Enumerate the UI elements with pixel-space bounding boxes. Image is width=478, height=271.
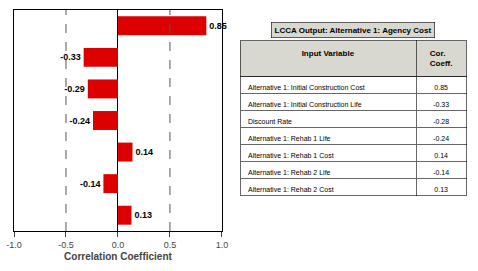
svg-text:-0.33: -0.33 <box>433 101 449 108</box>
svg-text:Alternative 1: Rehab 2 Life: Alternative 1: Rehab 2 Life <box>248 169 331 176</box>
svg-text:0.14: 0.14 <box>434 152 448 159</box>
svg-text:Cor.Coeff.: Cor.Coeff. <box>430 49 453 68</box>
svg-text:-0.28: -0.28 <box>433 118 449 125</box>
svg-text:-0.33: -0.33 <box>60 52 81 62</box>
svg-text:0.5: 0.5 <box>164 240 177 250</box>
svg-text:0.85: 0.85 <box>434 84 448 91</box>
svg-text:0.13: 0.13 <box>434 186 448 193</box>
svg-text:LCCA Output: Alternative 1: Ag: LCCA Output: Alternative 1: Agency Cost <box>275 26 432 35</box>
svg-text:Alternative 1: Initial Constru: Alternative 1: Initial Construction Life <box>248 101 362 108</box>
svg-text:0.85: 0.85 <box>209 21 227 31</box>
svg-text:1.0: 1.0 <box>216 240 229 250</box>
svg-text:0.14: 0.14 <box>136 147 154 157</box>
svg-text:Correlation Coefficient: Correlation Coefficient <box>64 251 172 262</box>
svg-text:-0.24: -0.24 <box>433 135 449 142</box>
svg-text:0.0: 0.0 <box>112 240 125 250</box>
svg-text:Alternative 1: Rehab 1 Cost: Alternative 1: Rehab 1 Cost <box>248 152 334 159</box>
svg-text:-0.5: -0.5 <box>58 240 74 250</box>
svg-text:Input Variable: Input Variable <box>302 49 355 58</box>
svg-text:-0.14: -0.14 <box>433 169 449 176</box>
svg-text:-0.14: -0.14 <box>80 179 101 189</box>
svg-text:Alternative 1: Rehab 2 Cost: Alternative 1: Rehab 2 Cost <box>248 186 334 193</box>
svg-text:0.13: 0.13 <box>134 210 152 220</box>
svg-text:Alternative 1: Rehab 1 Life: Alternative 1: Rehab 1 Life <box>248 135 331 142</box>
svg-text:-1.0: -1.0 <box>6 240 22 250</box>
svg-text:-0.29: -0.29 <box>64 84 85 94</box>
svg-text:Discount Rate: Discount Rate <box>248 118 292 125</box>
svg-text:-0.24: -0.24 <box>69 116 90 126</box>
svg-text:Alternative 1: Initial Constru: Alternative 1: Initial Construction Cost <box>248 84 365 91</box>
